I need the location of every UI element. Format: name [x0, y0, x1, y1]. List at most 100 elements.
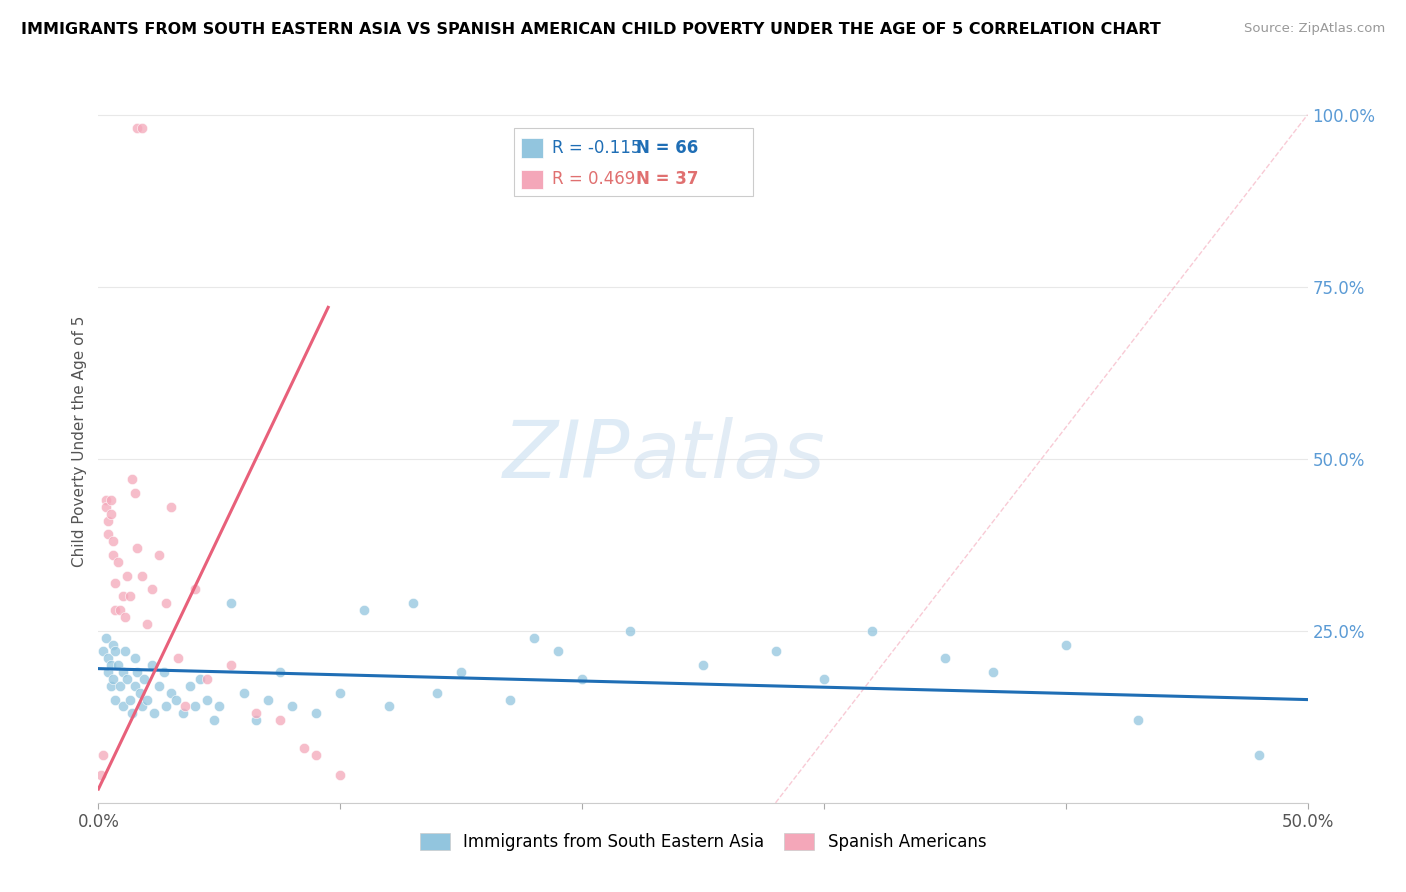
Point	[118, 692, 141, 706]
Point	[131, 699, 153, 714]
Point	[329, 768, 352, 782]
Point	[619, 624, 641, 638]
Point	[305, 747, 328, 762]
Point	[121, 472, 143, 486]
Point	[1249, 747, 1271, 762]
Point	[165, 692, 187, 706]
Point	[426, 686, 449, 700]
Point	[155, 699, 177, 714]
Point	[179, 679, 201, 693]
Point	[152, 665, 174, 679]
Point	[94, 631, 117, 645]
Point	[100, 679, 122, 693]
Point	[402, 596, 425, 610]
Point	[104, 692, 127, 706]
Point	[281, 699, 304, 714]
Point	[547, 644, 569, 658]
Point	[329, 686, 352, 700]
Point	[135, 616, 157, 631]
Point	[91, 644, 114, 658]
Point	[131, 568, 153, 582]
Point	[94, 500, 117, 514]
Point	[571, 672, 593, 686]
Point	[114, 644, 136, 658]
Point	[305, 706, 328, 721]
Point	[813, 672, 835, 686]
Point	[101, 534, 124, 549]
Text: atlas: atlas	[630, 417, 825, 495]
Point	[111, 699, 134, 714]
Text: ZIP: ZIP	[503, 417, 630, 495]
Point	[143, 706, 166, 721]
Point	[131, 121, 153, 136]
Point	[160, 500, 183, 514]
Point	[1128, 713, 1150, 727]
Point	[97, 665, 120, 679]
Point	[155, 596, 177, 610]
Point	[148, 679, 170, 693]
Point	[377, 699, 399, 714]
Point	[91, 747, 114, 762]
Point	[292, 740, 315, 755]
Point	[127, 121, 149, 136]
Point	[104, 644, 127, 658]
Point	[195, 672, 218, 686]
Point	[97, 527, 120, 541]
Point	[256, 692, 278, 706]
Legend: Immigrants from South Eastern Asia, Spanish Americans: Immigrants from South Eastern Asia, Span…	[412, 825, 994, 860]
Point	[204, 713, 226, 727]
Point	[135, 692, 157, 706]
Point	[188, 672, 211, 686]
Point	[184, 699, 207, 714]
Point	[141, 582, 163, 597]
Text: Source: ZipAtlas.com: Source: ZipAtlas.com	[1244, 22, 1385, 36]
Point	[117, 672, 139, 686]
Point	[184, 582, 207, 597]
Point	[100, 658, 122, 673]
Point	[104, 603, 127, 617]
Point	[498, 692, 520, 706]
Point	[117, 568, 139, 582]
Point	[101, 638, 124, 652]
Point	[94, 493, 117, 508]
Point	[121, 706, 143, 721]
Point	[221, 596, 243, 610]
Point	[269, 665, 291, 679]
Point	[97, 514, 120, 528]
Point	[523, 631, 546, 645]
Point	[167, 651, 190, 665]
Point	[124, 651, 146, 665]
Point	[174, 699, 197, 714]
Point	[134, 672, 156, 686]
Point	[934, 651, 956, 665]
Point	[208, 699, 231, 714]
Point	[221, 658, 243, 673]
Point	[148, 548, 170, 562]
Point	[765, 644, 787, 658]
Point	[1054, 638, 1077, 652]
Text: IMMIGRANTS FROM SOUTH EASTERN ASIA VS SPANISH AMERICAN CHILD POVERTY UNDER THE A: IMMIGRANTS FROM SOUTH EASTERN ASIA VS SP…	[21, 22, 1161, 37]
Point	[981, 665, 1004, 679]
Point	[127, 541, 149, 556]
Point	[107, 555, 129, 569]
Point	[108, 679, 131, 693]
Point	[160, 686, 183, 700]
Point	[692, 658, 714, 673]
Point	[108, 603, 131, 617]
Point	[269, 713, 291, 727]
Point	[245, 706, 267, 721]
Point	[101, 548, 124, 562]
Point	[100, 493, 122, 508]
Point	[127, 665, 149, 679]
Text: R = 0.469: R = 0.469	[551, 170, 634, 188]
Point	[111, 665, 134, 679]
Point	[104, 575, 127, 590]
Point	[141, 658, 163, 673]
Point	[232, 686, 254, 700]
Point	[100, 507, 122, 521]
Point	[90, 768, 112, 782]
Point	[128, 686, 150, 700]
Point	[114, 610, 136, 624]
Point	[97, 651, 120, 665]
Point	[118, 590, 141, 604]
